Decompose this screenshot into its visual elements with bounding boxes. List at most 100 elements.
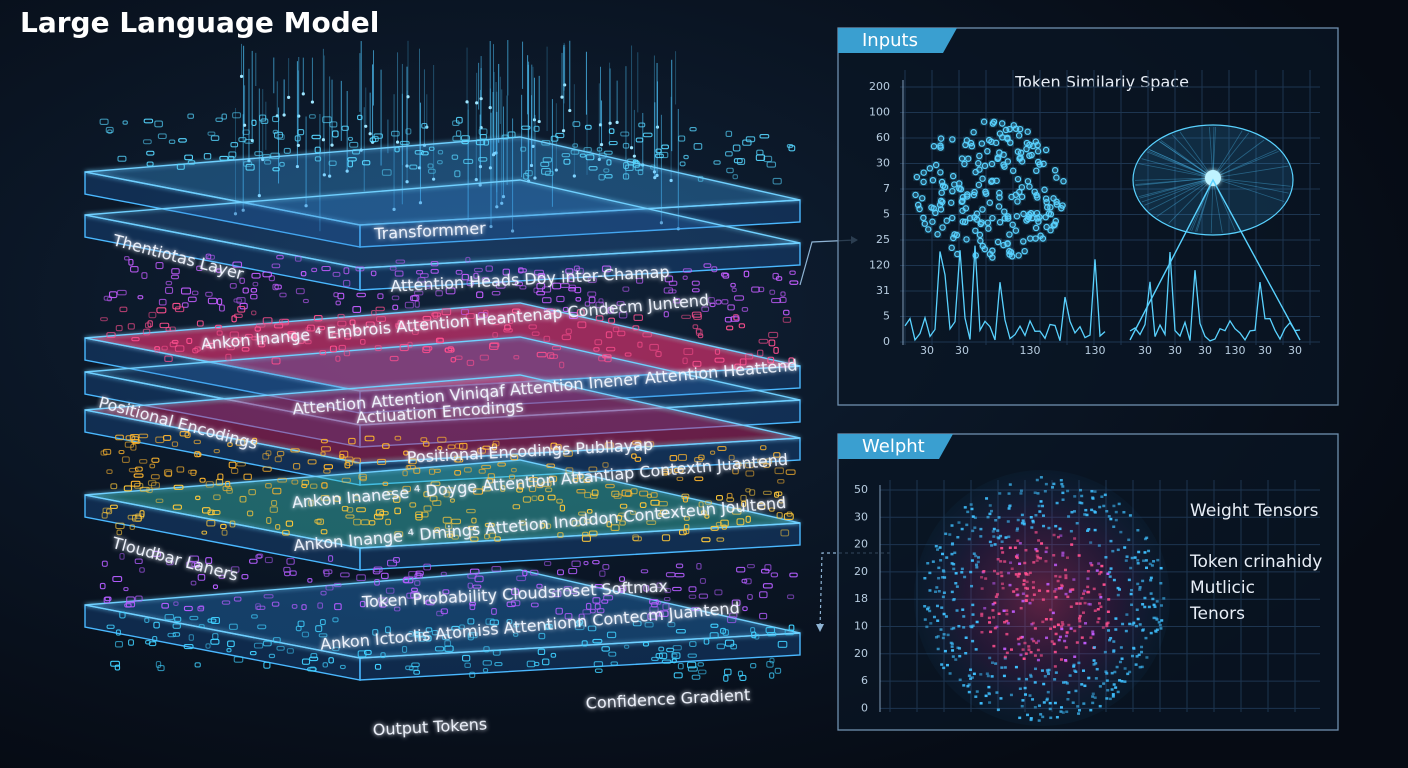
tensor-glyph <box>1037 504 1041 508</box>
token-glyph <box>248 489 257 496</box>
token-glyph <box>506 601 516 608</box>
token-glyph <box>320 438 328 444</box>
token-glyph <box>661 470 669 476</box>
tensor-glyph <box>1054 632 1058 636</box>
token-glyph <box>213 494 221 501</box>
token-glyph <box>691 674 701 680</box>
token-glyph <box>722 629 729 636</box>
token-glyph <box>606 159 612 166</box>
token-glyph <box>321 265 331 272</box>
tensor-glyph <box>1106 689 1110 692</box>
token-glyph <box>675 628 686 634</box>
token-glyph <box>601 599 609 604</box>
token-glyph <box>455 355 463 361</box>
token-glyph <box>565 328 572 335</box>
token-glyph <box>701 537 711 543</box>
token-glyph <box>409 164 418 170</box>
token-glyph <box>574 624 585 631</box>
token-glyph <box>556 498 563 504</box>
token-glyph <box>328 160 337 166</box>
tensor-glyph <box>1011 610 1015 613</box>
tensor-glyph <box>969 677 973 680</box>
token-glyph <box>283 566 291 573</box>
token-glyph <box>394 435 402 441</box>
token-point <box>1006 125 1013 133</box>
token-glyph <box>634 456 642 462</box>
token-point <box>1032 138 1040 145</box>
token-point <box>929 176 937 184</box>
token-glyph <box>549 354 559 359</box>
mesh-line <box>1212 165 1289 179</box>
token-glyph <box>449 498 456 503</box>
token-glyph <box>469 568 480 575</box>
token-glyph <box>692 324 699 330</box>
mesh-line <box>1212 130 1243 179</box>
tensor-glyph <box>1014 665 1018 669</box>
tensor-glyph <box>1115 665 1119 669</box>
token-glyph <box>694 476 704 482</box>
token-glyph <box>780 291 786 297</box>
tensor-glyph <box>991 602 995 606</box>
token-glyph <box>226 345 235 351</box>
token-glyph <box>134 466 143 472</box>
tensor-glyph <box>973 516 977 520</box>
token-glyph <box>173 484 184 490</box>
token-glyph <box>655 351 662 358</box>
tensor-glyph <box>1046 670 1050 673</box>
token-glyph <box>547 494 556 501</box>
token-glyph <box>290 448 300 453</box>
token-glyph <box>197 574 206 581</box>
token-glyph <box>554 444 562 450</box>
token-glyph <box>683 348 694 356</box>
token-glyph <box>414 300 420 308</box>
tensor-glyph <box>1037 639 1041 643</box>
token-glyph <box>153 621 160 629</box>
token-glyph <box>513 354 520 360</box>
token-glyph <box>483 139 490 146</box>
token-glyph <box>555 607 563 615</box>
token-glyph <box>262 466 272 472</box>
token-glyph <box>771 298 782 304</box>
token-glyph <box>229 520 236 528</box>
token-glyph <box>598 152 607 159</box>
token-glyph <box>682 275 688 280</box>
tensor-glyph <box>994 519 998 522</box>
token-glyph <box>394 531 404 538</box>
tensor-glyph <box>1128 670 1132 674</box>
token-glyph <box>464 662 471 668</box>
tensor-glyph <box>1077 709 1081 712</box>
token-point <box>1004 158 1012 165</box>
token-glyph <box>672 645 682 651</box>
token-glyph <box>578 613 585 620</box>
token-glyph <box>726 325 734 331</box>
tensor-glyph <box>1048 707 1052 711</box>
token-glyph <box>394 146 400 153</box>
token-glyph <box>337 320 347 327</box>
token-point <box>959 218 967 225</box>
tensor-glyph <box>1000 540 1004 543</box>
tensor-glyph <box>1005 612 1009 616</box>
token-glyph <box>478 468 486 474</box>
token-glyph <box>151 457 160 463</box>
cone <box>1129 178 1301 341</box>
token-point <box>1034 141 1041 149</box>
tensor-glyph <box>1020 521 1024 525</box>
tensor-glyph <box>1098 593 1102 596</box>
tensor-glyph <box>967 690 971 694</box>
tensor-glyph <box>1120 679 1124 683</box>
tensor-glyph <box>1043 675 1047 678</box>
token-glyph <box>286 648 294 654</box>
tensor-glyph <box>1109 539 1113 543</box>
tensor-glyph <box>1033 627 1037 630</box>
token-glyph <box>607 306 614 314</box>
token-point <box>962 141 969 149</box>
token-glyph <box>467 525 477 531</box>
token-glyph <box>323 469 331 474</box>
token-glyph <box>402 577 410 584</box>
token-glyph <box>165 280 173 286</box>
token-glyph <box>633 314 643 321</box>
token-glyph <box>285 520 294 527</box>
token-glyph <box>765 626 776 634</box>
tensor-glyph <box>1064 646 1068 649</box>
tensor-glyph <box>982 570 986 573</box>
